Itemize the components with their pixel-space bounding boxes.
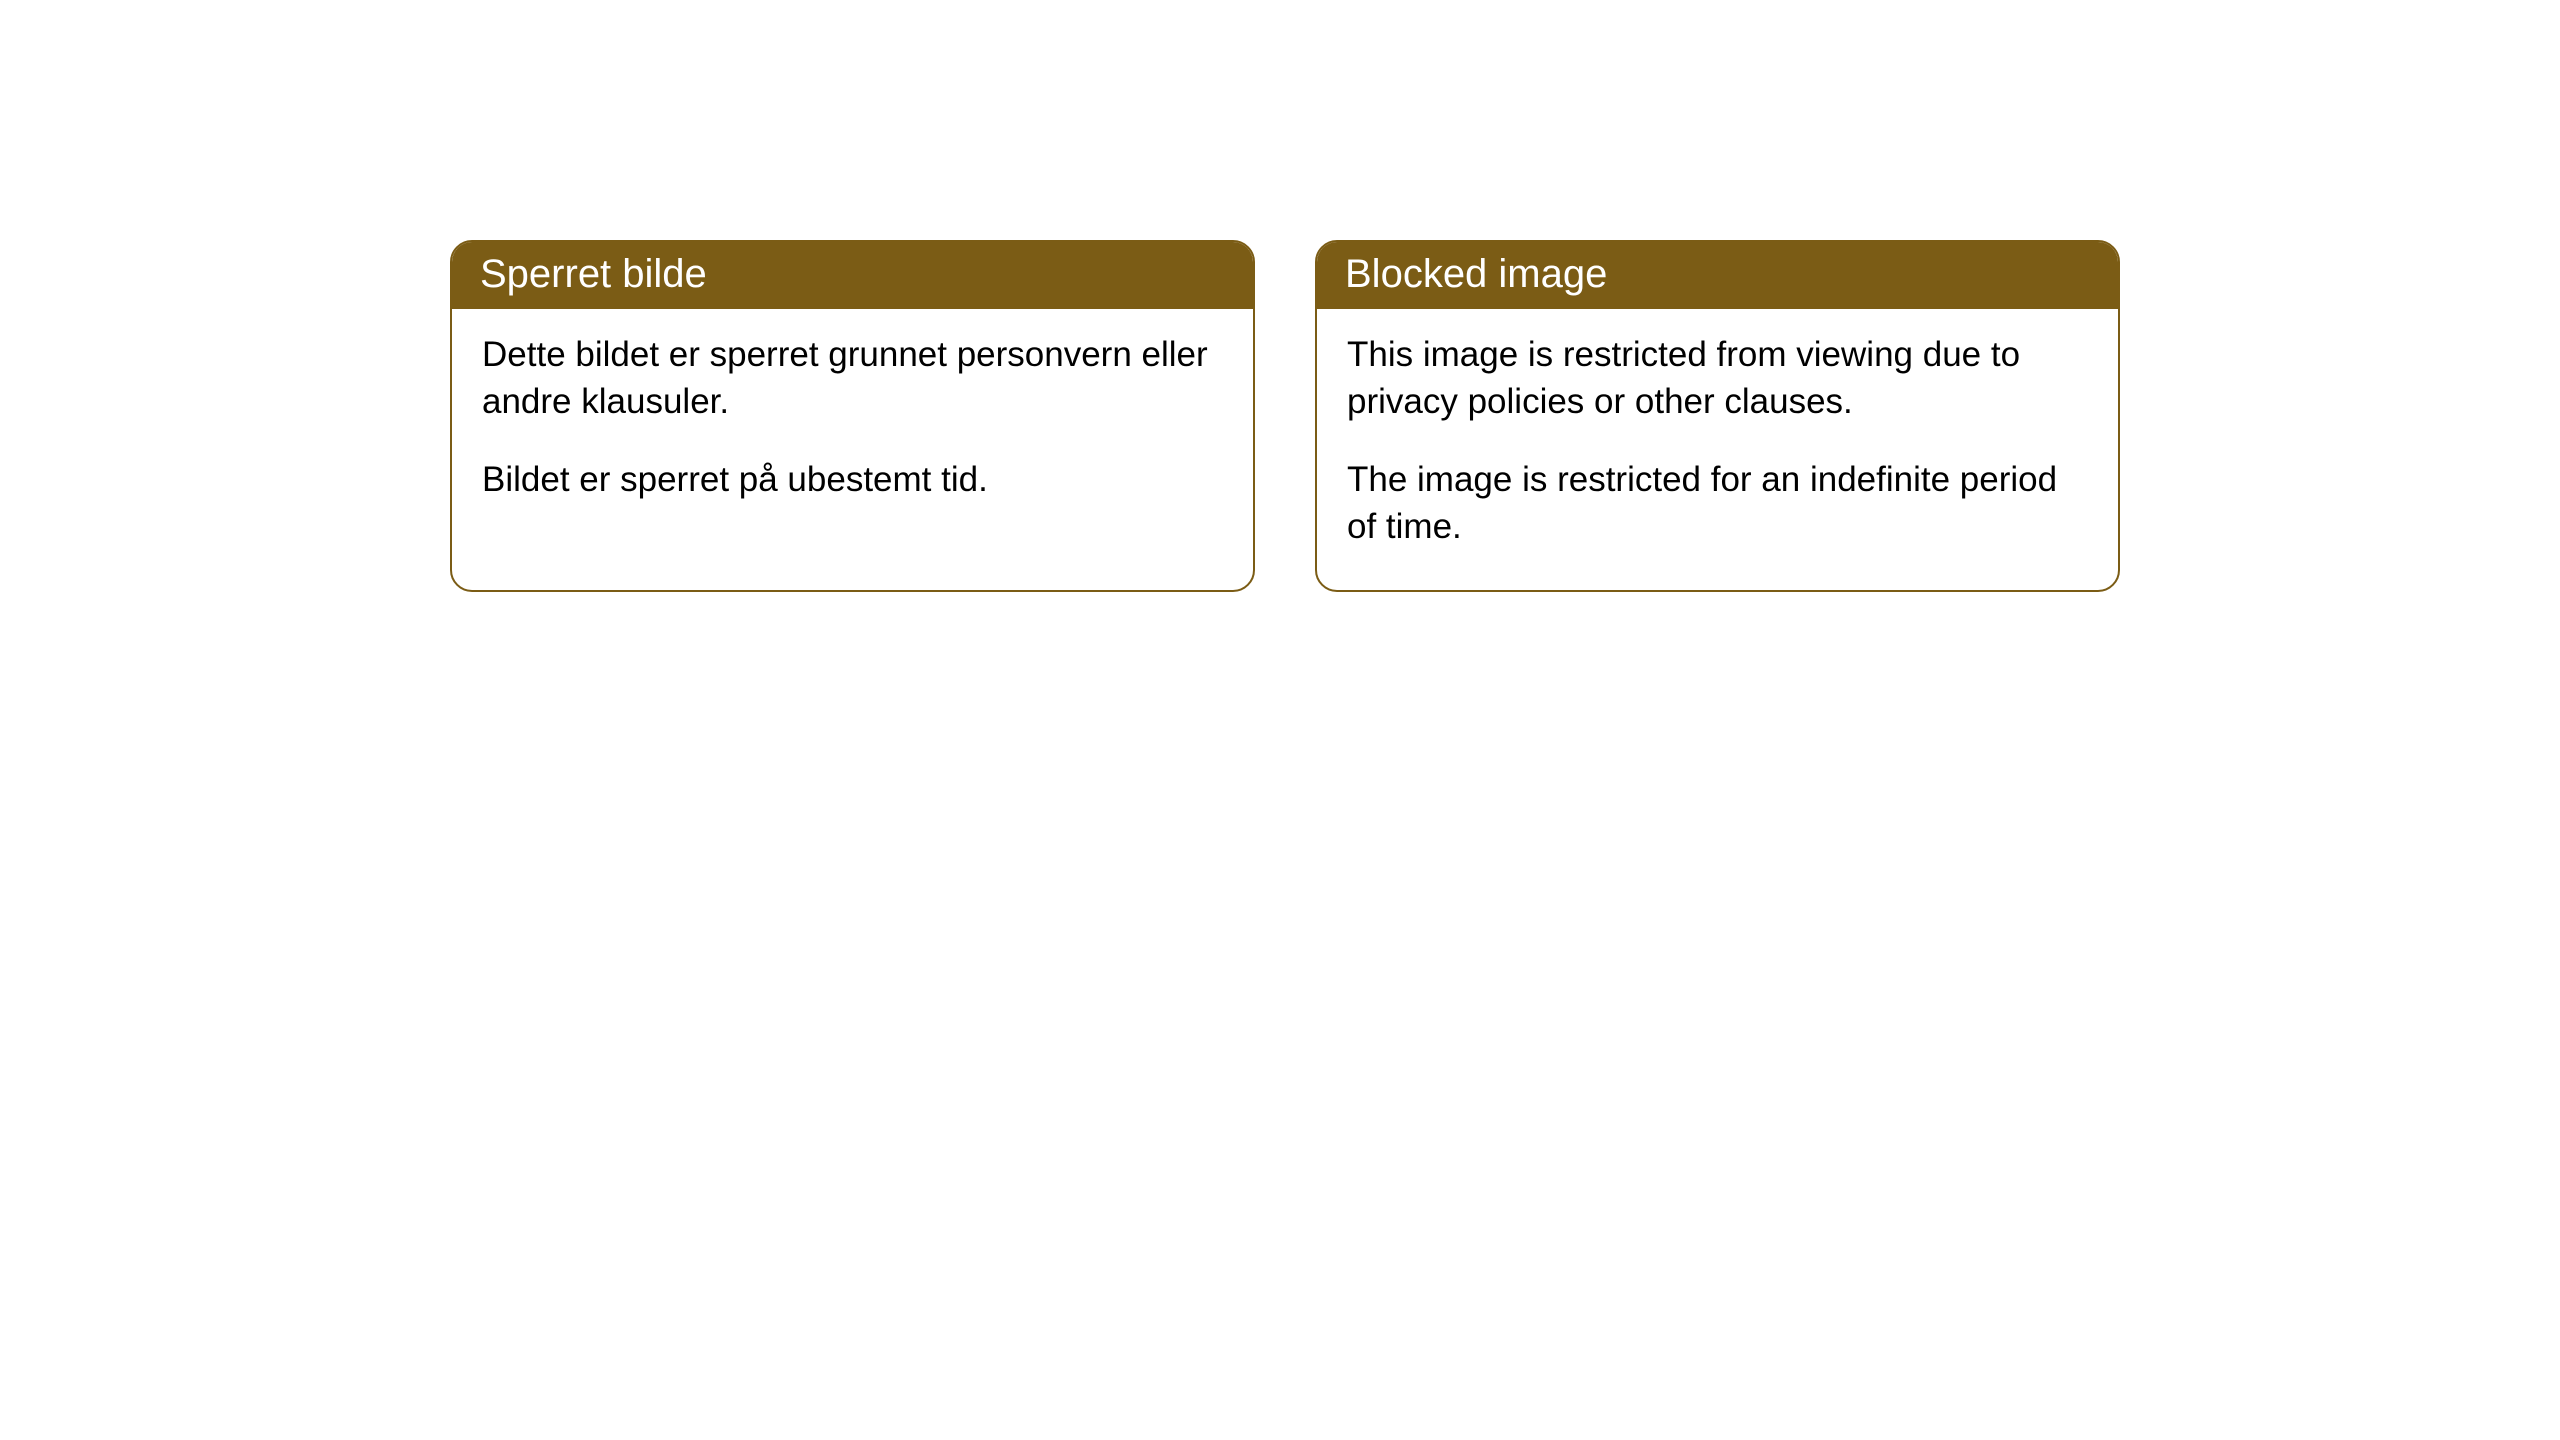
card-paragraph: The image is restricted for an indefinit… xyxy=(1347,456,2088,551)
card-header: Blocked image xyxy=(1317,242,2118,309)
card-paragraph: This image is restricted from viewing du… xyxy=(1347,331,2088,426)
notice-card-english: Blocked image This image is restricted f… xyxy=(1315,240,2120,592)
card-body: Dette bildet er sperret grunnet personve… xyxy=(452,309,1253,543)
card-header: Sperret bilde xyxy=(452,242,1253,309)
notice-cards-container: Sperret bilde Dette bildet er sperret gr… xyxy=(0,0,2560,592)
card-title: Blocked image xyxy=(1345,252,1607,296)
card-paragraph: Bildet er sperret på ubestemt tid. xyxy=(482,456,1223,503)
card-paragraph: Dette bildet er sperret grunnet personve… xyxy=(482,331,1223,426)
notice-card-norwegian: Sperret bilde Dette bildet er sperret gr… xyxy=(450,240,1255,592)
card-title: Sperret bilde xyxy=(480,252,707,296)
card-body: This image is restricted from viewing du… xyxy=(1317,309,2118,590)
